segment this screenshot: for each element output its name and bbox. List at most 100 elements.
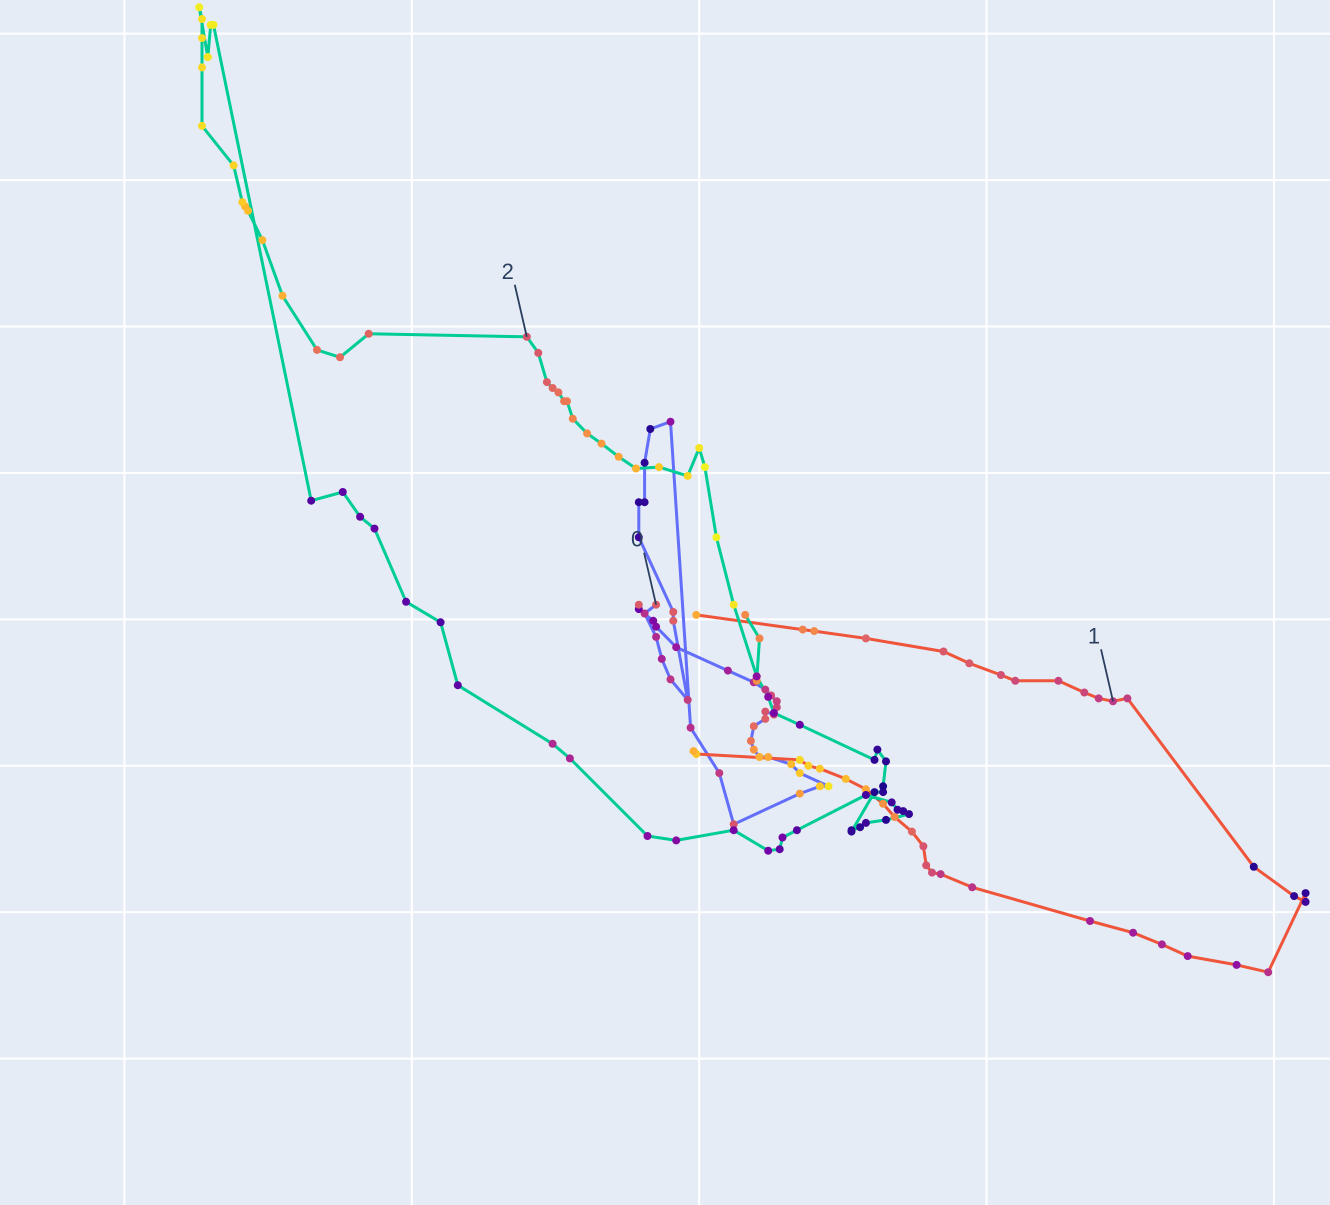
series-2-point — [565, 754, 574, 763]
series-1-point — [1249, 862, 1258, 871]
series-2-point — [278, 291, 287, 300]
series-2-point — [632, 464, 640, 473]
series-2-point — [870, 755, 879, 764]
series-2-point — [402, 597, 411, 606]
series-2-point — [870, 788, 879, 797]
series-1-point — [879, 799, 888, 808]
series-2-point — [548, 739, 557, 748]
series-0-point — [652, 622, 661, 631]
series-1-point — [689, 747, 698, 756]
series-2-point — [655, 463, 663, 472]
series-2-point — [453, 681, 462, 690]
series-2-point — [861, 791, 870, 799]
series-1-point — [996, 671, 1005, 679]
series-0-point — [686, 723, 695, 732]
series-1-point — [1086, 917, 1094, 925]
series-2-point — [792, 826, 801, 835]
series-0-point — [666, 417, 675, 426]
series-0-point — [795, 789, 804, 798]
series-0-point — [749, 745, 758, 754]
series-1-point — [1157, 940, 1166, 949]
series-0-point — [669, 608, 678, 616]
series-0-point — [646, 425, 655, 433]
series-2-point — [534, 348, 543, 357]
series-1-point — [861, 634, 870, 643]
series-0-point — [715, 769, 724, 778]
series-2-point — [597, 439, 606, 448]
series-2-point — [560, 397, 569, 406]
series-2-point — [258, 236, 267, 245]
series-0-point — [772, 697, 781, 706]
series-1-point — [965, 659, 974, 668]
series-1-point — [1183, 952, 1192, 961]
series-0-point — [723, 666, 732, 675]
series-0-point — [669, 616, 678, 625]
series-2-point — [364, 329, 373, 338]
series-2-point — [198, 15, 206, 23]
series-1-point — [804, 761, 813, 770]
series-0-point — [764, 753, 773, 761]
series-2-point — [307, 496, 316, 505]
series-0-point — [761, 685, 770, 694]
series-1-point — [1290, 892, 1299, 901]
series-2-point — [712, 533, 721, 542]
series-2-point — [887, 798, 896, 807]
series-1-point — [968, 883, 977, 892]
series-1-point — [1264, 968, 1273, 977]
series-2-point — [882, 815, 890, 824]
series-0-point — [649, 616, 658, 625]
series-2-point — [548, 384, 557, 392]
series-0-point — [683, 695, 692, 704]
series-1-point — [861, 785, 870, 794]
series-2-point — [795, 720, 804, 729]
series-2-point — [856, 823, 865, 832]
series-2-point — [752, 672, 761, 681]
series-2-point — [764, 846, 773, 855]
series-0-point — [824, 782, 833, 791]
series-2-point — [729, 600, 738, 609]
series-2-point — [775, 845, 784, 854]
series-0-point — [634, 600, 643, 609]
annotations: 0 1 2 — [502, 259, 1114, 702]
series-1-point — [907, 827, 916, 836]
series-2-point — [700, 463, 709, 472]
series-0-point — [640, 609, 649, 618]
series-2-point — [568, 414, 577, 423]
series-2-point — [229, 161, 238, 170]
series-1-point — [1301, 889, 1310, 898]
series-1-point — [1129, 928, 1138, 937]
series-0-point — [761, 707, 770, 716]
series-2-point — [203, 53, 212, 62]
series-1-point — [936, 870, 945, 879]
series-2-point — [847, 827, 856, 836]
series-1-point — [810, 627, 819, 636]
series-0-point — [815, 782, 824, 791]
series-2-point — [209, 20, 218, 29]
series-0-point — [795, 769, 804, 778]
series-2-point — [198, 121, 206, 130]
series-0-point — [652, 600, 661, 609]
series-2-point — [905, 810, 913, 819]
series-2-point — [672, 836, 681, 845]
series-2-point — [741, 610, 750, 619]
series-1-point — [1011, 676, 1020, 685]
annotation-arrow — [1100, 649, 1114, 702]
series-2-point — [542, 378, 551, 387]
series-0-point — [749, 722, 758, 731]
series-0-point — [746, 736, 755, 745]
series-2-point — [238, 198, 247, 207]
series-2-point — [554, 388, 563, 397]
series-2-point — [436, 618, 445, 627]
series-2-point — [522, 332, 531, 341]
annotation-label: 0 — [631, 527, 643, 552]
series-2-point — [336, 353, 344, 362]
series-2-point — [643, 832, 652, 840]
series-0-point — [634, 533, 643, 542]
series-0-point — [640, 498, 649, 507]
series-1-point — [692, 610, 701, 619]
series-2-point — [370, 524, 379, 533]
series-2-point — [356, 512, 365, 521]
series-0-point — [652, 632, 661, 641]
series-1-point — [1301, 897, 1310, 906]
